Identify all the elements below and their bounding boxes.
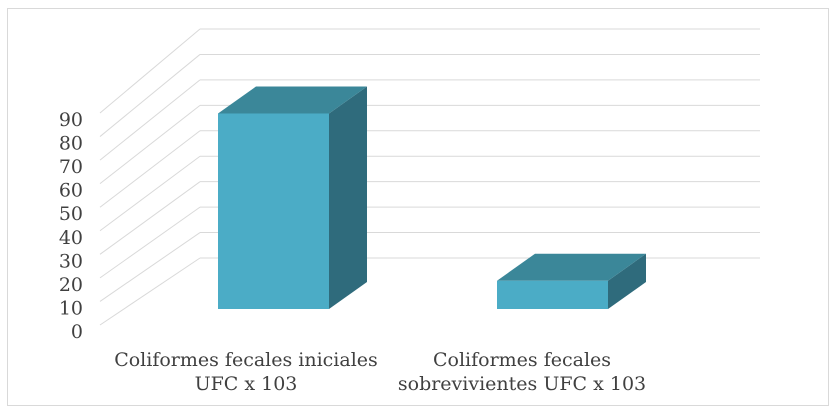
y-tick-label: 0 [71, 321, 83, 343]
category-label: Coliformes fecales sobrevivientes UFC x 1… [398, 349, 646, 395]
x-axis: Coliformes fecales iniciales UFC x 103 Col… [114, 349, 646, 395]
y-tick-label: 20 [59, 274, 83, 296]
gridline [99, 104, 760, 185]
y-tick-label: 60 [59, 180, 83, 202]
y-tick-label: 30 [59, 250, 83, 272]
bars [218, 86, 646, 309]
gridline [99, 155, 760, 232]
gridline [99, 79, 760, 161]
y-tick-label: 10 [59, 297, 83, 319]
y-tick-label: 90 [59, 109, 83, 131]
gridline [99, 206, 760, 279]
bar-side-face [329, 86, 367, 309]
bar-top-face [218, 86, 367, 114]
bar-side-face [608, 253, 646, 309]
y-tick-label: 80 [59, 133, 83, 155]
bar-front-face [218, 113, 329, 309]
gridline [99, 232, 760, 302]
category-label: Coliformes fecales iniciales UFC x 103 [114, 349, 378, 395]
gridline [99, 130, 760, 208]
gridline [99, 181, 760, 255]
bar [218, 86, 367, 309]
grid-layer [99, 28, 760, 326]
bar-front-face [497, 280, 608, 309]
bar-top-face [497, 253, 646, 281]
gridline [99, 257, 760, 326]
y-tick-label: 70 [59, 156, 83, 178]
bar [497, 253, 646, 309]
gridline [99, 28, 760, 114]
y-tick-label: 40 [59, 227, 83, 249]
y-tick-label: 50 [59, 203, 83, 225]
gridline [99, 53, 760, 137]
